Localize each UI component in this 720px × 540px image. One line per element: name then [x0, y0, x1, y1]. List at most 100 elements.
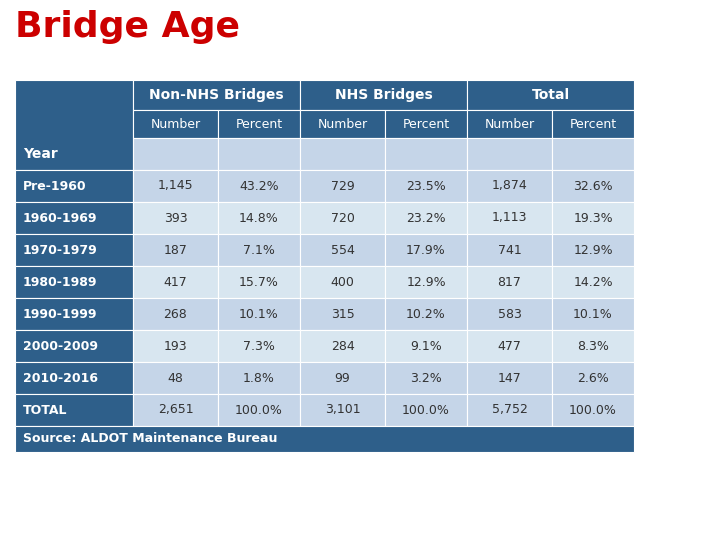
Bar — [15, 170, 133, 202]
Bar — [385, 202, 467, 234]
Text: 43.2%: 43.2% — [239, 179, 279, 192]
Bar — [15, 394, 133, 426]
Text: 554: 554 — [330, 244, 354, 256]
Bar — [552, 266, 634, 298]
Bar — [300, 266, 385, 298]
Text: 720: 720 — [330, 212, 354, 225]
Bar — [467, 362, 552, 394]
Text: 8.3%: 8.3% — [577, 340, 609, 353]
Bar — [300, 138, 385, 170]
Text: 1990-1999: 1990-1999 — [23, 307, 97, 321]
Bar — [552, 202, 634, 234]
Text: 17.9%: 17.9% — [406, 244, 446, 256]
Text: Pre-1960: Pre-1960 — [23, 179, 86, 192]
Text: 100.0%: 100.0% — [569, 403, 617, 416]
Bar — [15, 298, 133, 330]
Text: 100.0%: 100.0% — [235, 403, 283, 416]
Text: 1,874: 1,874 — [492, 179, 527, 192]
Text: Bridge Age: Bridge Age — [15, 10, 240, 44]
Text: 15.7%: 15.7% — [239, 275, 279, 288]
Text: 12.9%: 12.9% — [573, 244, 613, 256]
Bar — [467, 266, 552, 298]
Bar — [15, 202, 133, 234]
Text: 268: 268 — [163, 307, 187, 321]
Bar — [300, 234, 385, 266]
Bar — [300, 330, 385, 362]
Text: 99: 99 — [335, 372, 351, 384]
Bar — [133, 330, 218, 362]
Text: Source: ALDOT Maintenance Bureau: Source: ALDOT Maintenance Bureau — [23, 433, 277, 446]
Text: 23.2%: 23.2% — [406, 212, 446, 225]
Bar — [385, 362, 467, 394]
Bar — [552, 138, 634, 170]
Text: 284: 284 — [330, 340, 354, 353]
Text: 3,101: 3,101 — [325, 403, 360, 416]
Text: 23.5%: 23.5% — [406, 179, 446, 192]
Bar — [385, 298, 467, 330]
Text: Year: Year — [23, 147, 58, 161]
Bar — [218, 394, 300, 426]
Bar — [218, 266, 300, 298]
Text: Percent: Percent — [402, 118, 449, 131]
Bar — [218, 138, 300, 170]
Bar — [133, 234, 218, 266]
Bar — [15, 80, 133, 170]
Text: 583: 583 — [498, 307, 521, 321]
Text: 10.2%: 10.2% — [406, 307, 446, 321]
Text: 1,113: 1,113 — [492, 212, 527, 225]
Bar — [133, 298, 218, 330]
Text: Number: Number — [485, 118, 534, 131]
Bar — [133, 170, 218, 202]
Text: 2.6%: 2.6% — [577, 372, 609, 384]
Bar — [218, 362, 300, 394]
Bar — [467, 170, 552, 202]
Text: Percent: Percent — [570, 118, 616, 131]
Text: 14.2%: 14.2% — [573, 275, 613, 288]
Text: NHS Bridges: NHS Bridges — [335, 88, 433, 102]
Text: 3.2%: 3.2% — [410, 372, 442, 384]
Bar — [15, 362, 133, 394]
Bar — [300, 80, 467, 110]
Bar — [133, 80, 300, 110]
Text: Total: Total — [531, 88, 570, 102]
Bar — [385, 330, 467, 362]
Text: Percent: Percent — [235, 118, 282, 131]
Text: 315: 315 — [330, 307, 354, 321]
Text: 48: 48 — [168, 372, 184, 384]
Text: Number: Number — [318, 118, 368, 131]
Bar — [133, 266, 218, 298]
Bar — [218, 330, 300, 362]
Text: 393: 393 — [163, 212, 187, 225]
Bar — [133, 138, 218, 170]
Bar — [385, 234, 467, 266]
Text: 32.6%: 32.6% — [573, 179, 613, 192]
Bar — [133, 202, 218, 234]
Bar — [467, 110, 552, 138]
Text: 741: 741 — [498, 244, 521, 256]
Text: 1.8%: 1.8% — [243, 372, 275, 384]
Text: 12.9%: 12.9% — [406, 275, 446, 288]
Bar — [467, 330, 552, 362]
Bar — [218, 202, 300, 234]
Text: 5,752: 5,752 — [492, 403, 528, 416]
Bar — [300, 362, 385, 394]
Bar — [385, 170, 467, 202]
Bar — [552, 394, 634, 426]
Bar — [15, 330, 133, 362]
Bar — [552, 234, 634, 266]
Bar — [552, 110, 634, 138]
Bar — [133, 394, 218, 426]
Text: 7.3%: 7.3% — [243, 340, 275, 353]
Bar — [552, 362, 634, 394]
Bar — [385, 394, 467, 426]
Bar — [133, 110, 218, 138]
Text: 2000-2009: 2000-2009 — [23, 340, 98, 353]
Bar — [15, 426, 634, 452]
Bar — [467, 80, 634, 110]
Bar — [385, 110, 467, 138]
Text: 1970-1979: 1970-1979 — [23, 244, 98, 256]
Text: TOTAL: TOTAL — [23, 403, 68, 416]
Text: 9.1%: 9.1% — [410, 340, 442, 353]
Text: 7.1%: 7.1% — [243, 244, 275, 256]
Text: 477: 477 — [498, 340, 521, 353]
